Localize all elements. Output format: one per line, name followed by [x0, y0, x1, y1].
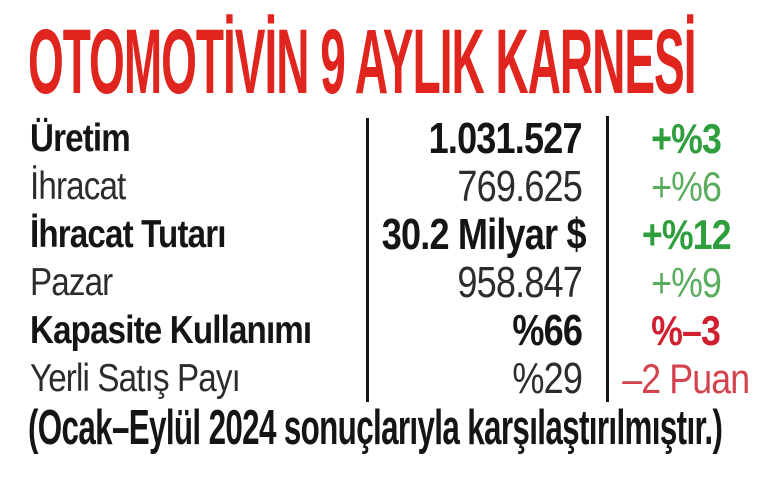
column-divider [606, 116, 609, 402]
row-change: +%9 [651, 259, 722, 306]
row-change: –2 Puan [622, 355, 750, 402]
column-divider [366, 118, 369, 402]
row-label: Kapasite Kullanımı [30, 309, 312, 352]
row-label: Yerli Satış Payı [30, 357, 241, 400]
row-label: İhracat Tutarı [30, 213, 226, 256]
row-change: +%12 [641, 211, 732, 258]
page-title: OTOMOTİVİN 9 AYLIK KARNESİ [28, 11, 697, 113]
row-value: %29 [512, 354, 583, 403]
table-row: Pazar 958.847 +%9 [0, 258, 770, 307]
row-label: Pazar [30, 261, 113, 304]
row-change: %–3 [651, 307, 722, 354]
table-row: Yerli Satış Payı %29 –2 Puan [0, 354, 770, 403]
row-change: +%3 [651, 115, 722, 162]
row-value: 769.625 [457, 162, 583, 211]
row-value: 30.2 Milyar $ [381, 210, 587, 259]
row-value: 1.031.527 [428, 114, 583, 163]
table-row: Kapasite Kullanımı %66 %–3 [0, 306, 770, 355]
row-label: İhracat [30, 165, 126, 208]
report-table: Üretim 1.031.527 +%3 İhracat 769.625 +%6… [0, 114, 770, 403]
row-label: Üretim [30, 117, 131, 160]
row-change: +%6 [651, 163, 722, 210]
row-value: %66 [512, 306, 583, 355]
table-row: İhracat Tutarı 30.2 Milyar $ +%12 [0, 210, 770, 259]
row-value: 958.847 [457, 258, 583, 307]
table-row: Üretim 1.031.527 +%3 [0, 114, 770, 163]
footer-note: (Ocak–Eylül 2024 sonuçlarıyla karşılaştı… [28, 401, 723, 455]
table-row: İhracat 769.625 +%6 [0, 162, 770, 211]
